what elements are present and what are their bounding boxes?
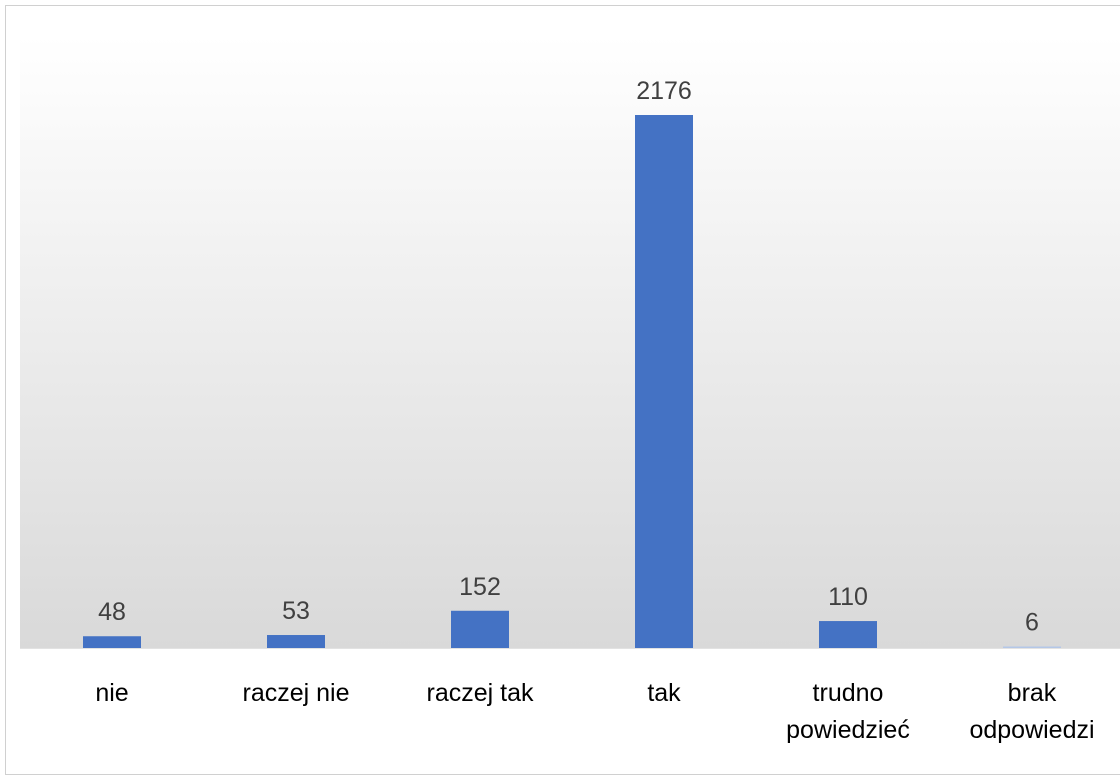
bar-2 [451,610,509,648]
category-label-line: odpowiedzi [969,716,1094,744]
category-label-line: raczej tak [427,679,534,707]
category-label-line: brak [1008,679,1057,707]
category-label-line: nie [95,679,128,707]
bar-5 [1003,646,1061,648]
category-label-3: tak [647,679,681,707]
data-label-2: 152 [459,573,501,601]
category-label-0: nie [95,679,128,707]
category-label-line: powiedzieć [786,716,910,744]
category-label-line: raczej nie [243,679,350,707]
plot-area [20,36,1120,648]
bars-group [83,115,1061,648]
bar-4 [819,621,877,648]
data-label-0: 48 [98,598,126,626]
category-label-line: trudno [813,679,884,707]
bar-0 [83,636,141,648]
data-label-5: 6 [1025,609,1039,637]
category-label-2: raczej tak [427,679,534,707]
category-label-5: brak odpowiedzi [969,679,1094,744]
data-label-4: 110 [828,583,868,611]
data-label-1: 53 [282,597,310,625]
bar-3 [635,115,693,648]
category-label-line: tak [647,679,681,707]
category-labels-group: nie raczej nie raczej tak tak trudno powiedzi… [95,679,1094,744]
category-label-1: raczej nie [243,679,350,707]
data-label-3: 2176 [636,77,692,105]
category-label-4: trudno powiedzieć [786,679,910,744]
bar-1 [267,635,325,648]
data-labels-group: 48 53 152 2176 110 6 [98,77,1039,637]
